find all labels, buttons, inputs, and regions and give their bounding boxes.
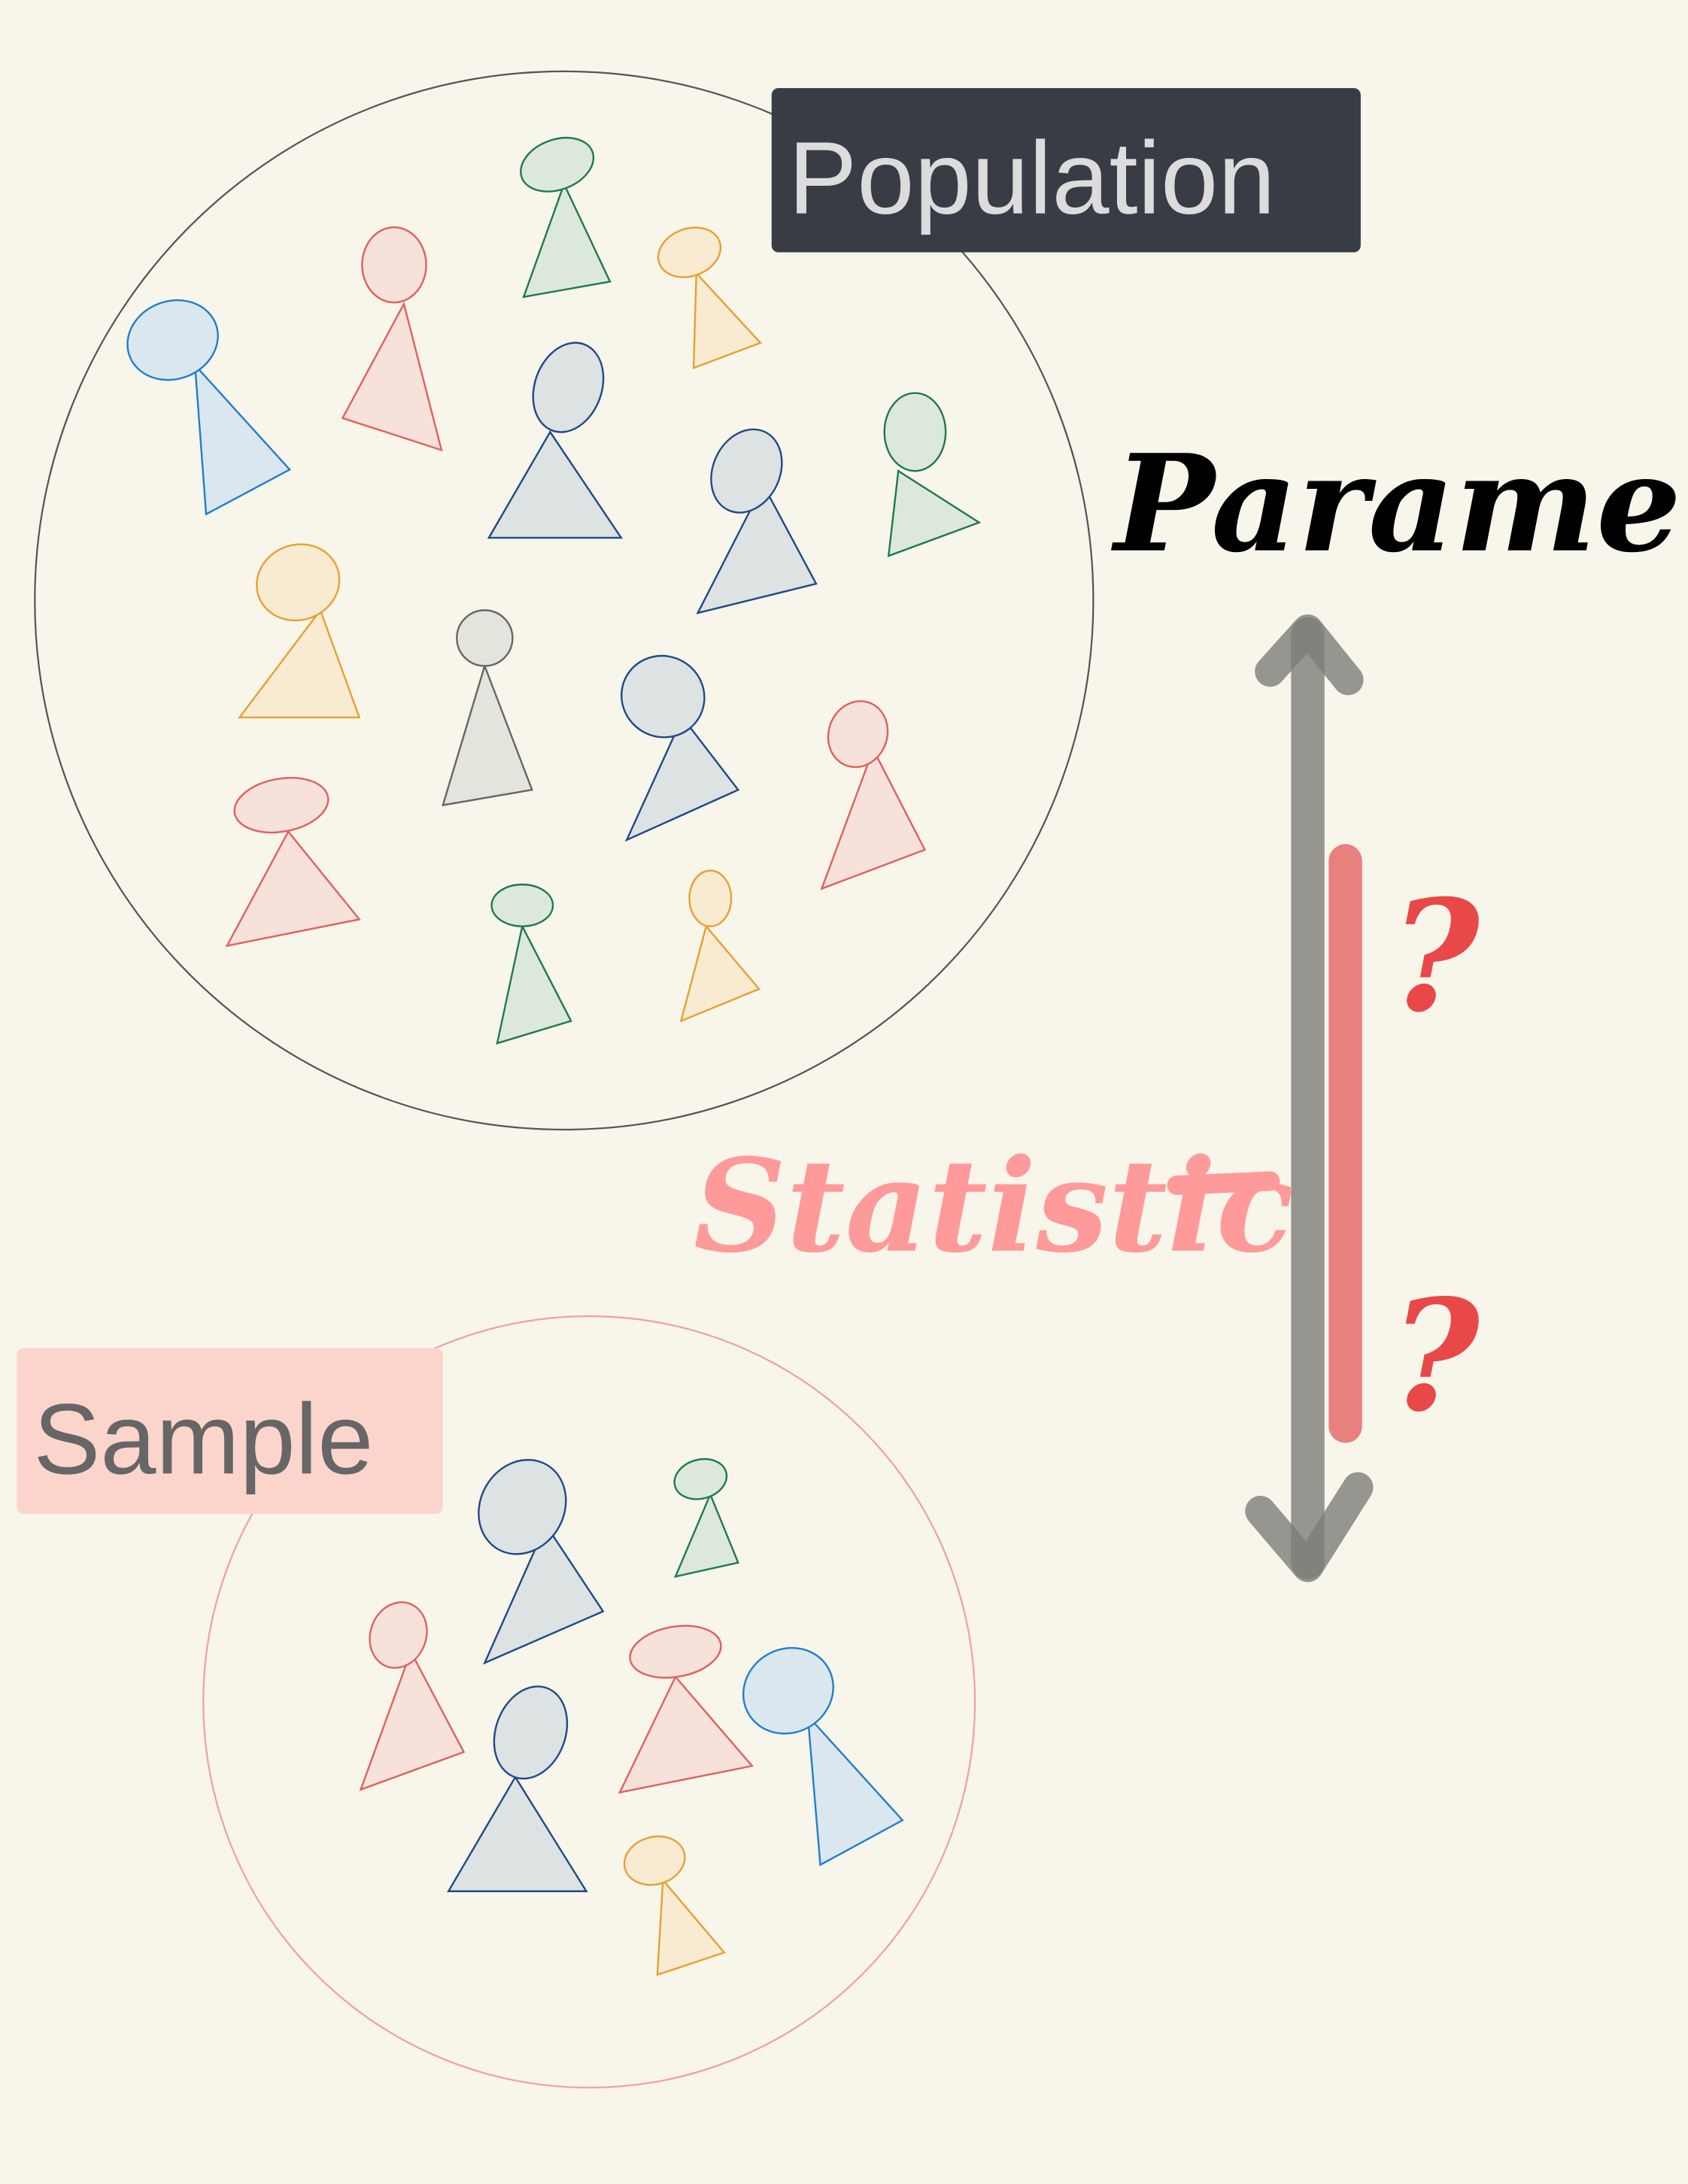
figure-body (496, 924, 572, 1045)
figure-body (806, 1713, 904, 1867)
parameter-label: Parameter (1110, 425, 1688, 582)
figure-body (696, 483, 818, 614)
figure-body (359, 1649, 466, 1791)
figure-head (456, 609, 514, 667)
figure-body (522, 181, 612, 299)
figure-body (887, 469, 982, 557)
figure-head (520, 137, 595, 193)
figure-body (656, 1877, 726, 1976)
figure-head (883, 392, 947, 472)
figure-body (238, 608, 361, 719)
figure-body (673, 1491, 739, 1578)
figure-head (621, 654, 706, 739)
figure-head (478, 1458, 567, 1555)
figure-head (126, 299, 219, 381)
figure-head (629, 1624, 722, 1679)
figure-head (361, 226, 427, 304)
figure-head (827, 700, 889, 769)
question-mark: ? (1390, 867, 1481, 1047)
figure-head (623, 1835, 686, 1886)
figure-head (710, 428, 783, 514)
figure-head (742, 1646, 834, 1735)
figure-head (532, 341, 605, 433)
figure-body (487, 430, 624, 539)
figure-head (233, 777, 329, 834)
population-circle (34, 70, 1094, 1131)
figure-body (447, 1775, 588, 1892)
figures (126, 137, 982, 1976)
figure-body (618, 1675, 754, 1794)
question-mark: ? (1390, 1266, 1481, 1446)
figure-body (692, 271, 763, 369)
figure-head (688, 869, 733, 927)
figure-head (490, 883, 554, 927)
figure-body (193, 362, 292, 516)
figure-body (624, 715, 740, 842)
sample-circle (202, 1315, 976, 2088)
figure-body (482, 1523, 605, 1665)
figure-body (820, 747, 927, 890)
figure-body (341, 301, 443, 452)
statistic-label: Statistic (694, 1131, 1294, 1282)
figure-head (657, 226, 722, 278)
population-label-box (771, 88, 1361, 253)
figure-head (673, 1458, 728, 1500)
population-label: Population (788, 121, 1275, 236)
figure-body (225, 830, 361, 948)
figure-body (679, 924, 761, 1023)
sample-label: Sample (33, 1383, 373, 1495)
arrow-head-bottom (1245, 1472, 1374, 1582)
figure-head (493, 1685, 569, 1780)
figure-head (256, 543, 341, 622)
arrow-head-top (1255, 614, 1364, 696)
statistic-dash (1167, 1171, 1280, 1196)
sample-label-box (17, 1348, 443, 1514)
figure-body (442, 663, 533, 807)
figure-head (369, 1601, 428, 1669)
